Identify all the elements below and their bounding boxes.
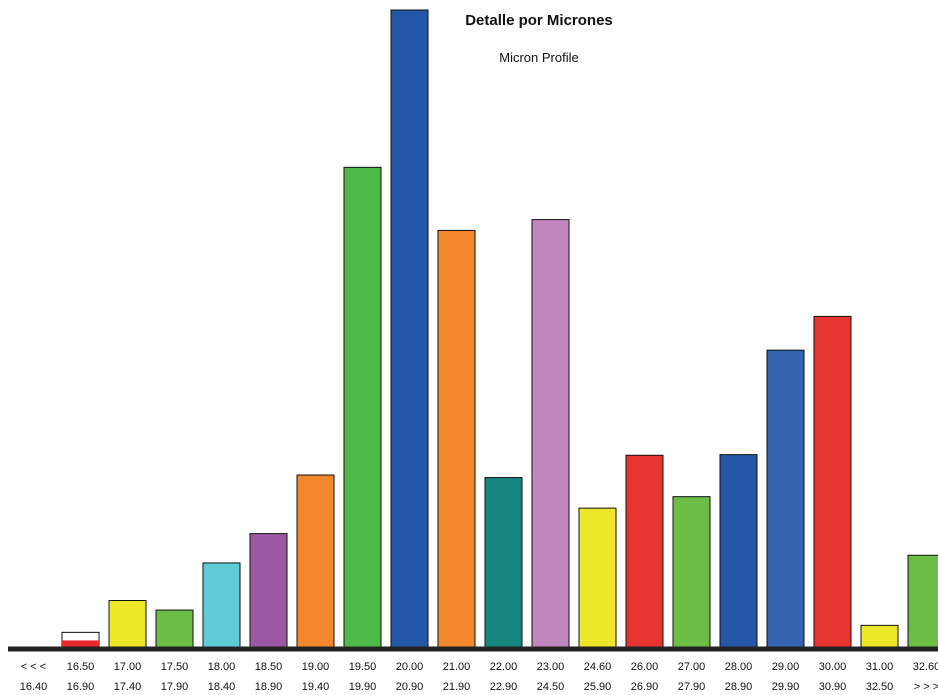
tick-label-to-8: 20.90 (396, 681, 424, 693)
bar-9 (437, 229, 476, 648)
bar-7 (343, 166, 382, 648)
tick-label-to-14: 27.90 (678, 681, 706, 693)
chart-title: Detalle por Micrones (465, 12, 613, 29)
bar-14 (672, 496, 711, 648)
tick-label-from-12: 24.60 (584, 661, 612, 673)
tick-label-to-10: 22.90 (490, 681, 518, 693)
bar-13 (625, 454, 664, 648)
tick-label-from-19: 32.60 (913, 661, 938, 673)
tick-label-to-11: 24.50 (537, 681, 565, 693)
tick-label-to-12: 25.90 (584, 681, 612, 693)
tick-label-from-6: 19.00 (302, 661, 330, 673)
bar-17 (813, 315, 852, 648)
bar-18 (860, 624, 899, 648)
tick-label-to-3: 17.90 (161, 681, 189, 693)
tick-label-from-8: 20.00 (396, 661, 424, 673)
tick-label-to-1: 16.90 (67, 681, 95, 693)
bar-11 (531, 219, 570, 648)
tick-label-from-4: 18.00 (208, 661, 236, 673)
bar-4 (202, 562, 241, 648)
tick-label-to-0: 16.40 (20, 681, 48, 693)
tick-label-from-16: 29.00 (772, 661, 800, 673)
tick-label-from-17: 30.00 (819, 661, 847, 673)
tick-label-from-18: 31.00 (866, 661, 894, 673)
bars-group (61, 9, 938, 648)
tick-label-from-11: 23.00 (537, 661, 565, 673)
tick-label-to-19: > > > (914, 681, 938, 693)
bar-19 (907, 554, 938, 648)
tick-label-from-15: 28.00 (725, 661, 753, 673)
bar-1-fill (62, 640, 99, 647)
tick-label-from-7: 19.50 (349, 661, 377, 673)
tick-label-from-9: 21.00 (443, 661, 471, 673)
tick-label-from-13: 26.00 (631, 661, 659, 673)
tick-label-to-9: 21.90 (443, 681, 471, 693)
bar-12 (578, 507, 617, 648)
bar-8 (390, 9, 429, 648)
tick-label-to-18: 32.50 (866, 681, 894, 693)
chart-subtitle: Micron Profile (499, 50, 578, 65)
tick-label-from-1: 16.50 (67, 661, 95, 673)
tick-label-from-2: 17.00 (114, 661, 142, 673)
tick-label-to-5: 18.90 (255, 681, 283, 693)
bar-10 (484, 477, 523, 648)
bar-5 (249, 533, 288, 648)
bar-6 (296, 474, 335, 648)
tick-label-to-15: 28.90 (725, 681, 753, 693)
x-tick-labels: < < < 16.40 16.50 16.90 17.00 17.40 17.50 17.90… (20, 661, 938, 693)
tick-label-from-3: 17.50 (161, 661, 189, 673)
tick-label-to-6: 19.40 (302, 681, 330, 693)
bar-15 (719, 454, 758, 648)
bar-16 (766, 349, 805, 648)
tick-label-to-17: 30.90 (819, 681, 847, 693)
tick-label-to-13: 26.90 (631, 681, 659, 693)
tick-label-to-4: 18.40 (208, 681, 236, 693)
tick-label-to-2: 17.40 (114, 681, 142, 693)
tick-label-from-5: 18.50 (255, 661, 283, 673)
tick-label-from-10: 22.00 (490, 661, 518, 673)
tick-label-from-0: < < < (21, 661, 46, 673)
tick-label-to-7: 19.90 (349, 681, 377, 693)
tick-label-from-14: 27.00 (678, 661, 706, 673)
bar-3 (155, 609, 194, 648)
tick-label-to-16: 29.90 (772, 681, 800, 693)
bar-2 (108, 599, 147, 648)
